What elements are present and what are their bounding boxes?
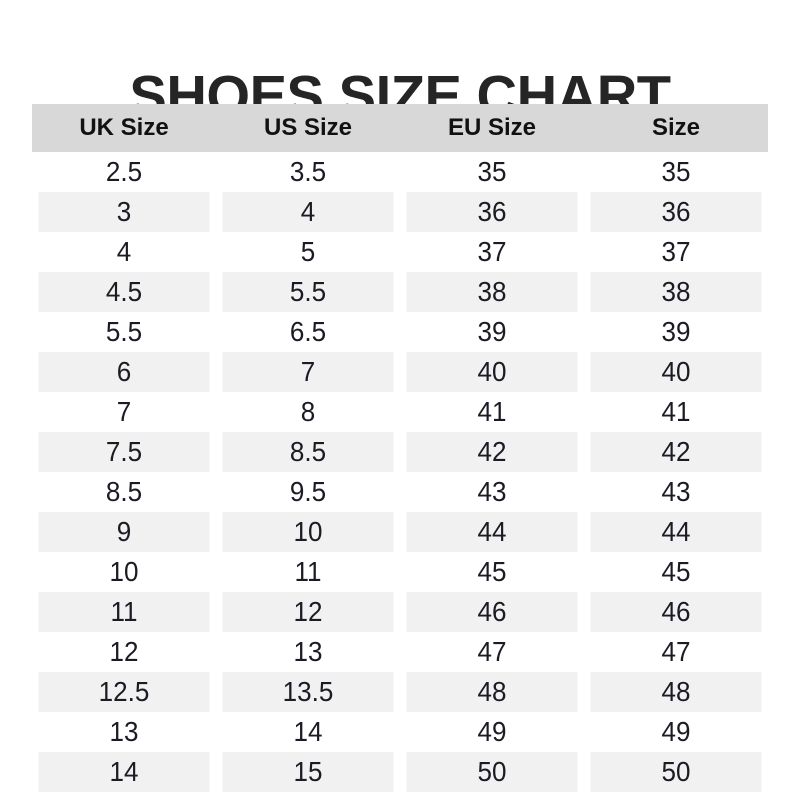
cell-eu: 46 — [406, 592, 578, 632]
cell-us: 8 — [222, 392, 394, 432]
cell-size: 48 — [590, 672, 762, 712]
cell-uk: 4.5 — [38, 272, 210, 312]
table-row: 13 14 49 49 — [32, 712, 768, 752]
cell-uk: 12.5 — [38, 672, 210, 712]
cell-size: 35 — [590, 152, 762, 192]
cell-size: 38 — [590, 272, 762, 312]
table-row: 12.5 13.5 48 48 — [32, 672, 768, 712]
cell-size: 45 — [590, 552, 762, 592]
cell-size: 50 — [590, 752, 762, 792]
cell-us: 5 — [222, 232, 394, 272]
cell-uk: 8.5 — [38, 472, 210, 512]
table-body: 2.5 3.5 35 35 3 4 36 36 4 5 37 37 4.5 5.5 38 38 5.5 6.5 39… — [32, 152, 768, 792]
cell-uk: 10 — [38, 552, 210, 592]
table-row: 4.5 5.5 38 38 — [32, 272, 768, 312]
cell-us: 14 — [222, 712, 394, 752]
cell-size: 41 — [590, 392, 762, 432]
table-row: 14 15 50 50 — [32, 752, 768, 792]
cell-us: 7 — [222, 352, 394, 392]
cell-uk: 13 — [38, 712, 210, 752]
table-row: 7.5 8.5 42 42 — [32, 432, 768, 472]
cell-size: 43 — [590, 472, 762, 512]
cell-eu: 37 — [406, 232, 578, 272]
column-header-eu-size: EU Size — [400, 104, 584, 152]
shoe-size-table: UK Size US Size EU Size Size 2.5 3.5 35 35 3… — [32, 104, 768, 792]
cell-eu: 45 — [406, 552, 578, 592]
cell-us: 6.5 — [222, 312, 394, 352]
cell-size: 42 — [590, 432, 762, 472]
table-header: UK Size US Size EU Size Size — [32, 104, 768, 152]
cell-eu: 50 — [406, 752, 578, 792]
cell-us: 8.5 — [222, 432, 394, 472]
cell-uk: 2.5 — [38, 152, 210, 192]
table-row: 7 8 41 41 — [32, 392, 768, 432]
cell-eu: 36 — [406, 192, 578, 232]
table-row: 10 11 45 45 — [32, 552, 768, 592]
cell-size: 44 — [590, 512, 762, 552]
cell-uk: 12 — [38, 632, 210, 672]
cell-eu: 48 — [406, 672, 578, 712]
table-row: 6 7 40 40 — [32, 352, 768, 392]
cell-us: 13.5 — [222, 672, 394, 712]
cell-size: 47 — [590, 632, 762, 672]
cell-uk: 4 — [38, 232, 210, 272]
cell-size: 36 — [590, 192, 762, 232]
table-row: 3 4 36 36 — [32, 192, 768, 232]
cell-eu: 38 — [406, 272, 578, 312]
cell-uk: 3 — [38, 192, 210, 232]
cell-eu: 44 — [406, 512, 578, 552]
cell-eu: 42 — [406, 432, 578, 472]
cell-eu: 35 — [406, 152, 578, 192]
cell-size: 39 — [590, 312, 762, 352]
cell-uk: 6 — [38, 352, 210, 392]
table-row: 4 5 37 37 — [32, 232, 768, 272]
table-row: 12 13 47 47 — [32, 632, 768, 672]
cell-us: 12 — [222, 592, 394, 632]
cell-uk: 7.5 — [38, 432, 210, 472]
cell-uk: 7 — [38, 392, 210, 432]
cell-uk: 11 — [38, 592, 210, 632]
cell-size: 46 — [590, 592, 762, 632]
cell-eu: 47 — [406, 632, 578, 672]
cell-us: 11 — [222, 552, 394, 592]
cell-eu: 40 — [406, 352, 578, 392]
cell-us: 5.5 — [222, 272, 394, 312]
column-header-size: Size — [584, 104, 768, 152]
table-header-row: UK Size US Size EU Size Size — [32, 104, 768, 152]
table-row: 8.5 9.5 43 43 — [32, 472, 768, 512]
cell-eu: 43 — [406, 472, 578, 512]
cell-size: 40 — [590, 352, 762, 392]
column-header-us-size: US Size — [216, 104, 400, 152]
cell-eu: 39 — [406, 312, 578, 352]
cell-uk: 5.5 — [38, 312, 210, 352]
table-row: 9 10 44 44 — [32, 512, 768, 552]
table-row: 11 12 46 46 — [32, 592, 768, 632]
cell-us: 4 — [222, 192, 394, 232]
cell-us: 3.5 — [222, 152, 394, 192]
table-row: 5.5 6.5 39 39 — [32, 312, 768, 352]
cell-us: 13 — [222, 632, 394, 672]
cell-size: 49 — [590, 712, 762, 752]
cell-uk: 14 — [38, 752, 210, 792]
cell-eu: 49 — [406, 712, 578, 752]
cell-uk: 9 — [38, 512, 210, 552]
cell-eu: 41 — [406, 392, 578, 432]
cell-us: 9.5 — [222, 472, 394, 512]
cell-size: 37 — [590, 232, 762, 272]
cell-us: 10 — [222, 512, 394, 552]
table-row: 2.5 3.5 35 35 — [32, 152, 768, 192]
cell-us: 15 — [222, 752, 394, 792]
column-header-uk-size: UK Size — [32, 104, 216, 152]
